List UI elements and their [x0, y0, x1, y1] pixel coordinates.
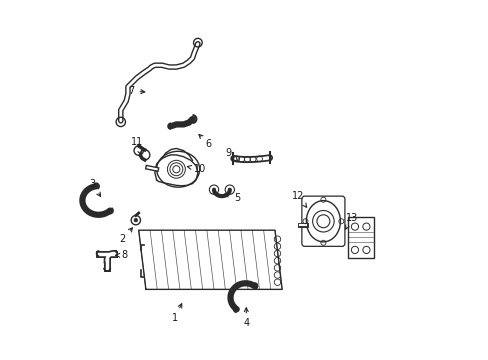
Text: 8: 8 — [115, 250, 127, 260]
Text: 11: 11 — [130, 138, 143, 155]
Text: 13: 13 — [345, 213, 358, 229]
Text: 10: 10 — [187, 164, 205, 174]
Text: 12: 12 — [291, 191, 306, 207]
Text: 5: 5 — [224, 193, 240, 203]
Text: 4: 4 — [243, 308, 249, 328]
Text: 6: 6 — [199, 134, 211, 149]
Text: 2: 2 — [119, 228, 132, 244]
Text: 7: 7 — [128, 86, 144, 96]
Text: 9: 9 — [225, 148, 237, 161]
Text: 3: 3 — [89, 179, 101, 196]
Text: 1: 1 — [171, 304, 182, 323]
Circle shape — [134, 219, 137, 222]
